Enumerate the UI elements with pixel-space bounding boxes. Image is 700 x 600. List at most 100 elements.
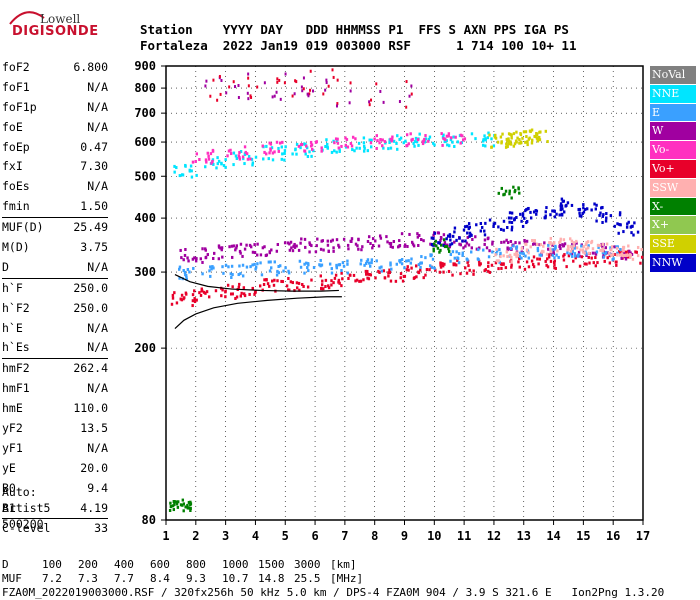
data-point (191, 160, 195, 164)
data-point (291, 281, 295, 285)
data-point (249, 265, 252, 269)
data-point (529, 245, 532, 249)
data-point (185, 275, 188, 279)
data-point (182, 268, 185, 272)
data-point (468, 268, 471, 272)
data-point (308, 250, 311, 254)
data-point (583, 262, 586, 266)
data-point (510, 221, 514, 225)
data-point (629, 255, 632, 259)
data-point (375, 134, 378, 138)
data-point (535, 212, 538, 216)
data-point (618, 250, 621, 254)
data-point (508, 220, 511, 224)
data-point (351, 148, 354, 152)
legend-item: Vo+ (650, 159, 696, 178)
data-point (244, 150, 247, 154)
data-point (465, 241, 469, 245)
data-point (520, 246, 524, 250)
data-point (204, 158, 208, 162)
data-point (377, 244, 381, 248)
data-point (199, 293, 203, 297)
data-point (518, 191, 521, 195)
data-point (470, 250, 473, 254)
data-point (349, 81, 352, 85)
data-point (465, 257, 469, 261)
data-point (634, 250, 637, 254)
data-point (558, 213, 561, 217)
data-point (389, 261, 392, 265)
data-point (507, 142, 511, 146)
data-point (173, 170, 176, 174)
data-point (510, 211, 514, 215)
data-point (256, 253, 259, 257)
data-point (335, 104, 338, 108)
data-point (628, 253, 632, 257)
data-point (543, 241, 546, 245)
data-point (220, 248, 223, 252)
data-point (230, 275, 233, 279)
data-point (439, 243, 443, 247)
data-point (544, 259, 547, 263)
data-point (215, 166, 218, 170)
data-point (337, 243, 340, 247)
param-row: B0 9.4 (2, 479, 108, 499)
data-point (582, 210, 586, 214)
data-point (310, 278, 313, 282)
data-point (416, 138, 420, 142)
data-point (519, 141, 522, 145)
data-point (466, 224, 469, 228)
footer-value: 1000 (222, 558, 249, 571)
data-point (199, 257, 203, 261)
data-point (483, 134, 486, 138)
data-point (249, 245, 253, 249)
data-point (500, 186, 503, 190)
data-point (630, 252, 634, 256)
data-point (329, 239, 333, 243)
data-point (375, 82, 378, 86)
data-point (590, 208, 593, 212)
data-point (416, 235, 420, 239)
data-point (221, 265, 224, 269)
data-point (241, 263, 245, 267)
data-point (207, 157, 211, 161)
data-point (251, 250, 255, 254)
data-point (481, 143, 485, 147)
data-point (416, 232, 419, 236)
data-point (549, 236, 553, 240)
data-point (411, 242, 415, 246)
data-point (237, 273, 240, 277)
data-point (448, 249, 451, 253)
data-point (243, 162, 246, 166)
y-tick-label: 500 (134, 169, 156, 183)
data-point (195, 152, 199, 156)
data-point (584, 207, 587, 211)
data-point (370, 258, 374, 262)
y-tick-label: 700 (134, 106, 156, 120)
data-point (253, 243, 256, 247)
data-point (499, 227, 503, 231)
data-point (545, 252, 549, 256)
data-point (594, 264, 598, 268)
data-point (544, 210, 547, 214)
param-value: 13.5 (80, 421, 108, 436)
param-name: foF1 (2, 79, 30, 94)
data-point (235, 156, 239, 160)
data-point (624, 250, 628, 254)
data-point (232, 80, 235, 84)
x-tick-label: 7 (341, 529, 348, 543)
data-point (556, 249, 559, 253)
data-point (490, 145, 493, 149)
data-point (241, 254, 244, 258)
data-point (635, 250, 638, 254)
data-point (482, 138, 485, 142)
data-point (297, 281, 301, 285)
data-point (349, 142, 353, 146)
data-point (171, 296, 175, 300)
data-point (602, 213, 605, 217)
data-point (303, 262, 306, 266)
data-point (618, 211, 622, 215)
data-point (467, 227, 470, 231)
data-point (263, 245, 266, 249)
data-point (531, 262, 535, 266)
